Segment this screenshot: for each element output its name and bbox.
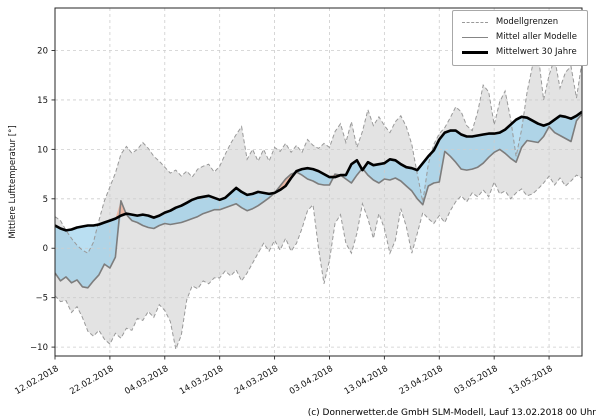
svg-text:23.04.2018: 23.04.2018 [398,364,445,397]
legend-label: Modellgrenzen [495,17,559,27]
svg-text:20: 20 [37,47,48,57]
legend: Modellgrenzen Mittel aller Modelle Mitte… [451,10,588,67]
svg-text:0: 0 [43,244,48,254]
svg-text:04.03.2018: 04.03.2018 [123,364,170,397]
svg-text:5: 5 [43,195,48,205]
svg-text:13.04.2018: 13.04.2018 [343,364,390,397]
legend-label: Mittelwert 30 Jahre [495,47,577,58]
svg-text:03.05.2018: 03.05.2018 [453,364,500,397]
dashed-line-icon [461,22,488,24]
svg-text:10: 10 [37,145,48,155]
svg-text:24.03.2018: 24.03.2018 [233,364,280,397]
svg-text:03.04.2018: 03.04.2018 [288,364,335,397]
copyright-credit: (c) Donnerwetter.de GmbH SLM-Modell, Lau… [307,408,596,418]
y-axis-label: Mittlere Lufttemperatur [°] [8,125,18,239]
legend-item-mittelwert-30-jahre: Mittelwert 30 Jahre [461,47,577,58]
legend-item-modellgrenzen: Modellgrenzen [461,17,577,28]
svg-text:15: 15 [37,96,48,106]
svg-text:13.05.2018: 13.05.2018 [507,364,554,397]
black-line-icon [461,51,488,55]
svg-text:−10: −10 [30,343,48,353]
svg-text:12.02.2018: 12.02.2018 [13,364,60,397]
svg-text:14.03.2018: 14.03.2018 [178,364,225,397]
gray-line-icon [461,37,488,39]
legend-label: Mittel aller Modelle [495,32,577,43]
svg-text:22.02.2018: 22.02.2018 [68,364,115,397]
legend-item-mittel-aller-modelle: Mittel aller Modelle [461,32,577,43]
svg-text:−5: −5 [35,294,48,304]
